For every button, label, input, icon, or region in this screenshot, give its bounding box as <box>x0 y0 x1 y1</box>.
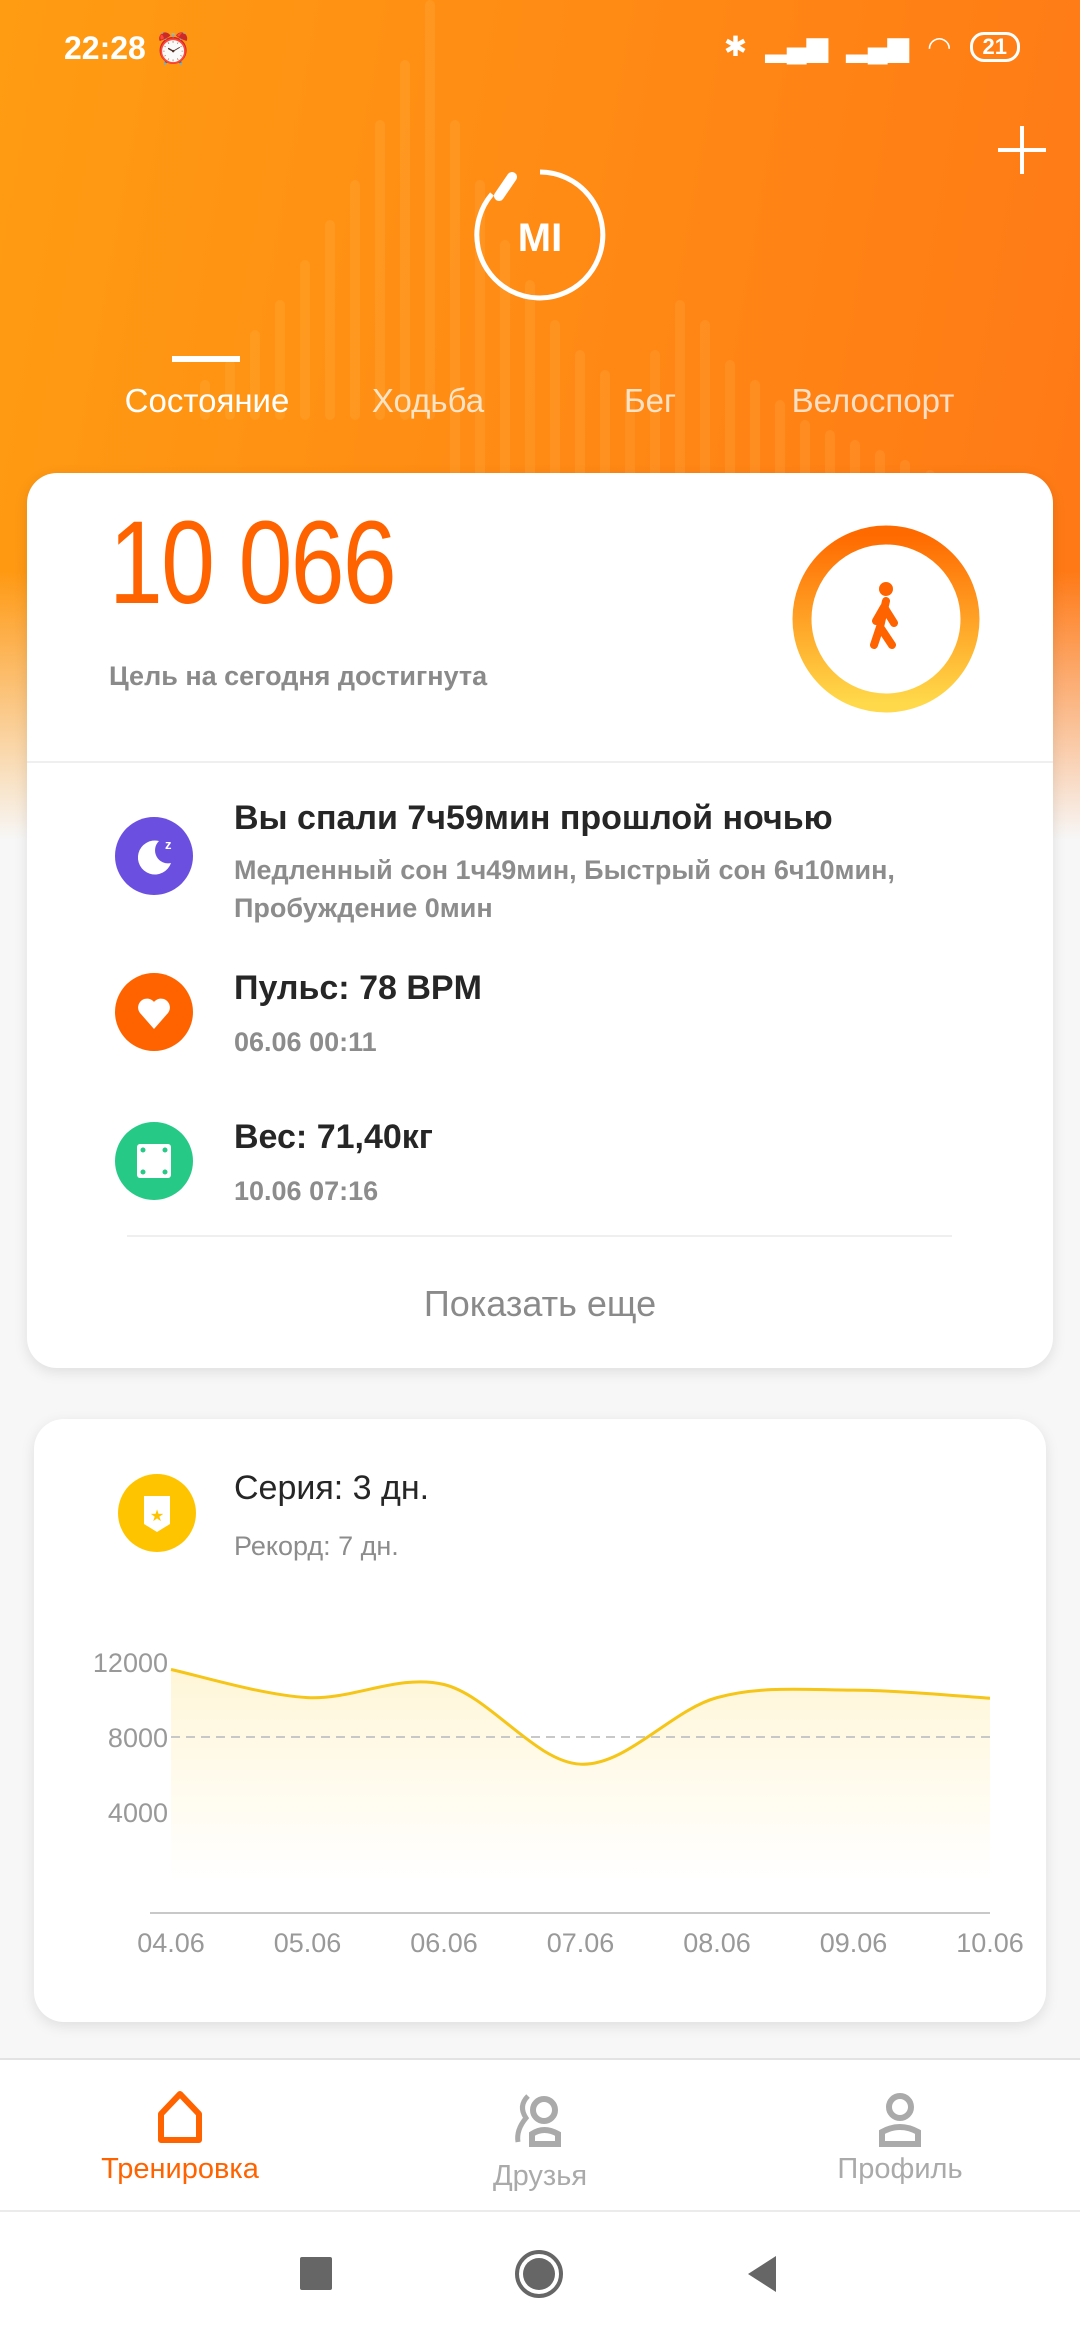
decorative-bar <box>550 320 560 500</box>
x-tick-label: 10.06 <box>956 1928 1024 1958</box>
tab-running[interactable]: Бег <box>623 382 677 419</box>
decorative-bar <box>200 380 210 420</box>
weight-time: 10.06 07:16 <box>234 1176 379 1206</box>
step-progress-ring[interactable] <box>790 523 982 715</box>
decorative-bar <box>325 220 335 420</box>
decorative-bar <box>575 350 585 500</box>
tab-cycling[interactable]: Велоспорт <box>791 382 955 419</box>
scale-icon <box>115 1122 193 1200</box>
decorative-bar <box>350 180 360 420</box>
sleep-detail: Медленный сон 1ч49мин, Быстрый сон 6ч10м… <box>234 855 895 885</box>
show-more-button[interactable]: Показать еще <box>423 1283 657 1324</box>
bluetooth-icon: ✱ <box>723 31 748 62</box>
step-count: 10 066 <box>109 497 397 629</box>
streak-title: Серия: 3 дн. <box>234 1469 430 1507</box>
decorative-bar <box>625 390 635 500</box>
signal-icon: ▂▄▆ <box>765 31 829 62</box>
svg-text:MI: MI <box>518 216 562 260</box>
decorative-bar <box>750 380 760 500</box>
decorative-bars <box>200 0 935 500</box>
sleep-title[interactable]: Вы спали 7ч59мин прошлой ночью <box>234 799 833 837</box>
chart-area <box>171 1669 990 1880</box>
pulse-title[interactable]: Пульс: 78 BPM <box>234 969 482 1007</box>
divider <box>27 761 1053 763</box>
chart-line <box>170 1668 991 1766</box>
nav-profile[interactable]: Профиль <box>837 2153 963 2185</box>
x-tick-label: 06.06 <box>410 1928 478 1958</box>
tab-indicator <box>172 356 240 362</box>
nav-workout[interactable]: Тренировка <box>101 2153 259 2185</box>
recents-button[interactable] <box>300 2257 332 2290</box>
tab-status[interactable]: Состояние <box>124 382 290 419</box>
friends-icon[interactable] <box>512 2090 568 2150</box>
x-tick-label: 08.06 <box>683 1928 751 1958</box>
weight-title[interactable]: Вес: 71,40кг <box>234 1118 433 1156</box>
plus-icon[interactable] <box>998 126 1046 174</box>
alarm-icon: ⏰ <box>154 33 193 66</box>
decorative-bar <box>525 280 535 500</box>
decorative-bar <box>250 330 260 420</box>
signal-icon: ▂▄▆ <box>846 31 910 62</box>
battery-icon: 21 <box>969 31 1020 62</box>
goal-status: Цель на сегодня достигнута <box>109 661 488 691</box>
svg-text:★: ★ <box>150 1508 164 1525</box>
sleep-icon: z <box>115 817 193 895</box>
home-button[interactable] <box>515 2250 563 2298</box>
streak-record: Рекорд: 7 дн. <box>234 1531 399 1561</box>
status-time: 22:28 ⏰ <box>64 30 192 67</box>
decorative-bar <box>700 320 710 500</box>
back-button[interactable] <box>744 2254 778 2294</box>
decorative-bar <box>650 350 660 500</box>
sleep-detail-awake: Пробуждение 0мин <box>234 893 493 923</box>
tab-walking[interactable]: Ходьба <box>371 382 485 419</box>
decorative-bar <box>275 300 285 420</box>
svg-text:z: z <box>165 837 172 852</box>
nav-friends[interactable]: Друзья <box>492 2160 588 2192</box>
x-tick-label: 05.06 <box>274 1928 342 1958</box>
home-icon[interactable] <box>155 2090 205 2146</box>
divider <box>127 1235 952 1237</box>
decorative-bar <box>450 120 460 500</box>
decorative-bar <box>225 360 235 420</box>
divider <box>0 2210 1080 2212</box>
decorative-bar <box>375 120 385 420</box>
status-icons: ✱ ▂▄▆ ▂▄▆ ◠ 21 <box>724 30 1020 63</box>
wifi-icon: ◠ <box>927 31 952 62</box>
x-tick-label: 09.06 <box>820 1928 888 1958</box>
bottom-nav <box>0 2060 1080 2210</box>
walking-icon <box>870 582 898 649</box>
y-tick-label: 4000 <box>108 1798 168 1828</box>
profile-icon[interactable] <box>876 2090 924 2148</box>
divider <box>0 2058 1080 2060</box>
y-tick-label: 12000 <box>93 1648 168 1678</box>
decorative-bar <box>400 60 410 420</box>
decorative-bar <box>725 360 735 500</box>
decorative-bar <box>675 300 685 500</box>
decorative-bar <box>425 0 435 420</box>
x-tick-label: 04.06 <box>137 1928 205 1958</box>
y-tick-label: 8000 <box>108 1723 168 1753</box>
badge-icon: ★ <box>118 1474 196 1552</box>
pulse-time: 06.06 00:11 <box>234 1027 377 1057</box>
decorative-bar <box>300 260 310 420</box>
x-tick-label: 07.06 <box>547 1928 615 1958</box>
heart-icon <box>115 973 193 1051</box>
decorative-bar <box>600 370 610 500</box>
steps-card[interactable]: 10 066 Цель на сегодня достигнута z Вы с… <box>27 473 1053 1368</box>
decorative-bar <box>500 240 510 500</box>
mi-logo: MI <box>474 169 606 301</box>
steps-chart: 12000 8000 4000 04.06 05.06 06.06 07.06 08.06 09… <box>93 1648 1024 1958</box>
clock: 22:28 <box>64 30 146 66</box>
